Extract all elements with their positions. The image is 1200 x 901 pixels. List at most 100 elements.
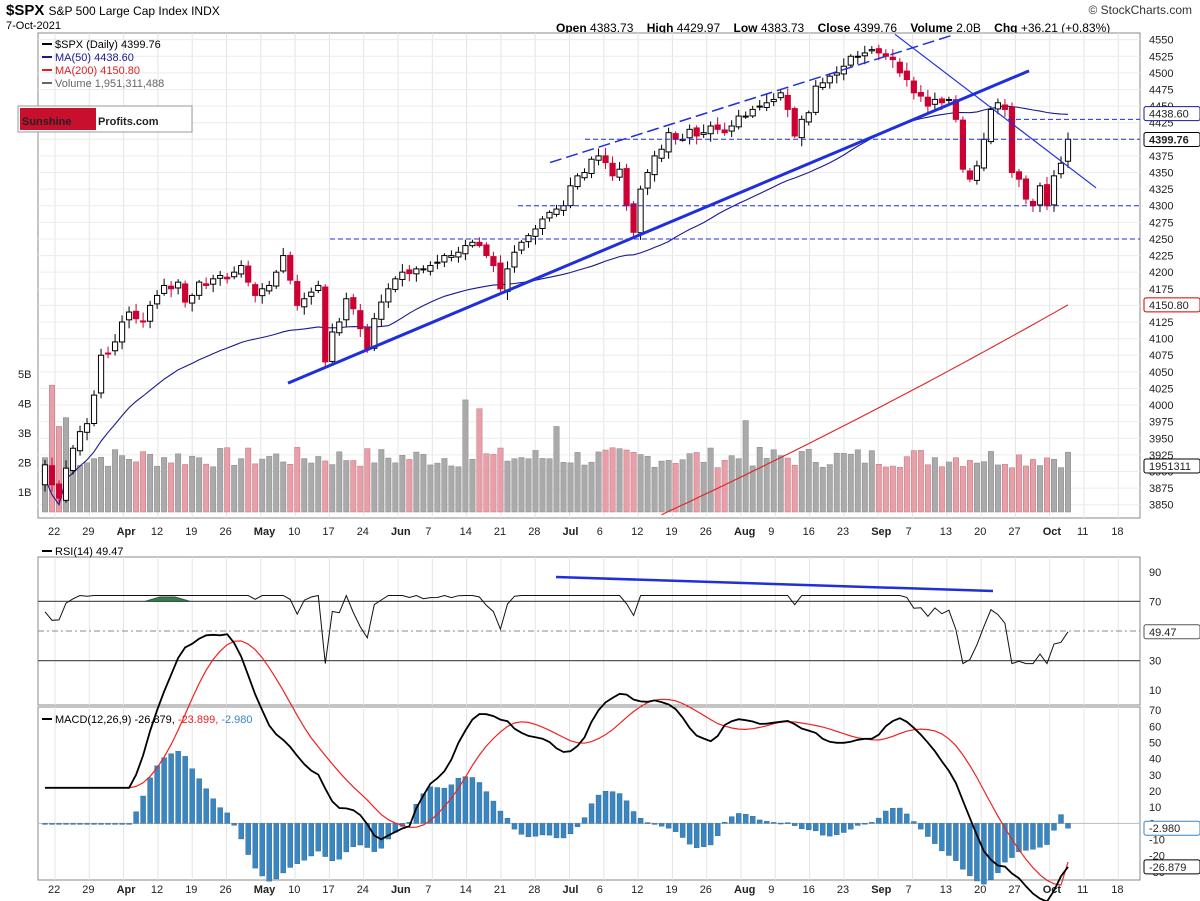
- volume-bar: [434, 462, 441, 513]
- candle-body: [980, 138, 988, 169]
- candle-body: [343, 298, 350, 321]
- volume-legend-entry: Volume 1,951,311,488: [55, 78, 164, 90]
- macd-histogram-bar: [322, 823, 328, 857]
- volume-bar: [126, 459, 133, 513]
- candle-body: [581, 172, 588, 179]
- date-tick-label: 20: [974, 526, 986, 538]
- macd-histogram-bar: [841, 823, 847, 833]
- volume-tag: 1951311: [1149, 461, 1191, 473]
- macd-histogram-bar: [511, 823, 518, 830]
- macd-histogram-bar: [91, 823, 97, 825]
- volume-bar: [1044, 457, 1050, 513]
- candle-body: [118, 321, 126, 343]
- candle-body: [469, 241, 476, 247]
- rsi-tick-label: 30: [1149, 656, 1161, 668]
- macd-histogram-bar: [161, 757, 167, 824]
- volume-bar: [763, 458, 770, 513]
- macd-histogram-bar: [252, 823, 258, 869]
- volume-bar: [378, 449, 385, 513]
- macd-histogram-bar: [378, 823, 385, 849]
- candle-body: [987, 108, 995, 143]
- ohlc-summary: Open 4383.73 High 4429.97 Low 4383.73 Cl…: [556, 21, 1120, 35]
- candle-body: [132, 310, 140, 320]
- candle-body: [959, 119, 966, 170]
- candle-body: [385, 288, 392, 303]
- macd-histogram-bar: [49, 823, 55, 825]
- macd-histogram-bar: [834, 823, 840, 836]
- volume-bar: [1008, 467, 1015, 513]
- date-tick-label-bottom: 7: [906, 884, 912, 896]
- candle-body: [196, 281, 203, 296]
- volume-bar: [819, 466, 826, 513]
- candle-body: [553, 208, 560, 215]
- macd-histogram-bar: [953, 823, 959, 861]
- macd-histogram-bar: [862, 823, 868, 825]
- price-tick-label: 4275: [1149, 217, 1173, 229]
- volume-bar: [910, 450, 917, 513]
- macd-signal-line: [45, 640, 1069, 886]
- date-tick-label: 19: [665, 526, 677, 538]
- volume-bar: [217, 448, 224, 513]
- date-tick-label: 11: [1077, 526, 1088, 538]
- volume-bar: [322, 460, 329, 513]
- macd-histogram-bar: [700, 823, 707, 847]
- volume-label: Volume: [910, 21, 953, 35]
- volume-bar: [644, 456, 651, 513]
- candle-body: [280, 255, 287, 272]
- macd-histogram-bar: [637, 818, 644, 824]
- volume-bar: [462, 399, 469, 513]
- candle-body: [322, 286, 329, 363]
- volume-bar: [924, 464, 931, 513]
- macd-histogram-bar: [1023, 823, 1029, 851]
- macd-histogram-bar: [792, 823, 798, 826]
- volume-bar: [546, 458, 553, 513]
- volume-bar: [133, 461, 140, 513]
- candle-body: [651, 155, 658, 176]
- candle-body: [784, 94, 791, 110]
- logo-sunshine: Sunshine: [22, 116, 72, 128]
- volume-bar: [854, 449, 861, 513]
- macd-hist-tag-box: [1143, 820, 1200, 836]
- volume-bar: [630, 452, 637, 513]
- macd-histogram-bar: [336, 823, 342, 860]
- candle-body: [1036, 185, 1044, 206]
- volume-bar: [931, 457, 938, 513]
- candle-body: [203, 283, 210, 286]
- macd-histogram-bar: [119, 823, 125, 825]
- volume-bar: [1065, 451, 1071, 513]
- candle-body: [1064, 138, 1072, 162]
- macd-histogram-bar: [126, 823, 132, 825]
- candle-body: [175, 281, 182, 289]
- macd-histogram-bar: [462, 776, 469, 824]
- date-tick-label-bottom: Apr: [117, 884, 137, 896]
- macd-histogram-bar: [273, 823, 279, 880]
- candle-body: [1001, 104, 1009, 110]
- candle-body: [224, 276, 231, 280]
- volume-bar: [623, 449, 630, 513]
- volume-bar: [966, 460, 973, 513]
- price-legend-entry: $SPX (Daily) 4399.76: [55, 39, 161, 51]
- volume-bar: [637, 454, 644, 513]
- candle-body: [532, 228, 539, 237]
- volume-bar: [511, 458, 518, 513]
- macd-histogram-bar: [946, 823, 952, 856]
- volume-bar: [357, 465, 364, 513]
- ma200-tag: 4150.80: [1149, 300, 1189, 312]
- volume-value: 2.0B: [956, 21, 981, 35]
- macd-histogram-bar: [98, 823, 104, 825]
- macd-tag-box: [1143, 859, 1200, 875]
- date-tick-label-bottom: 14: [460, 884, 472, 896]
- candle-body: [882, 53, 889, 57]
- macd-histogram-bar: [651, 823, 658, 825]
- volume-bar: [287, 463, 294, 513]
- volume-bar: [994, 464, 1001, 513]
- candle-body: [83, 423, 91, 433]
- candle-body: [427, 265, 434, 272]
- candle-body: [833, 72, 840, 76]
- macd-histogram-bar: [350, 823, 357, 847]
- candle-body: [511, 251, 518, 268]
- volume-bar: [91, 458, 97, 513]
- volume-bar: [700, 461, 707, 513]
- candle-body: [812, 85, 819, 113]
- candle-body: [252, 284, 259, 296]
